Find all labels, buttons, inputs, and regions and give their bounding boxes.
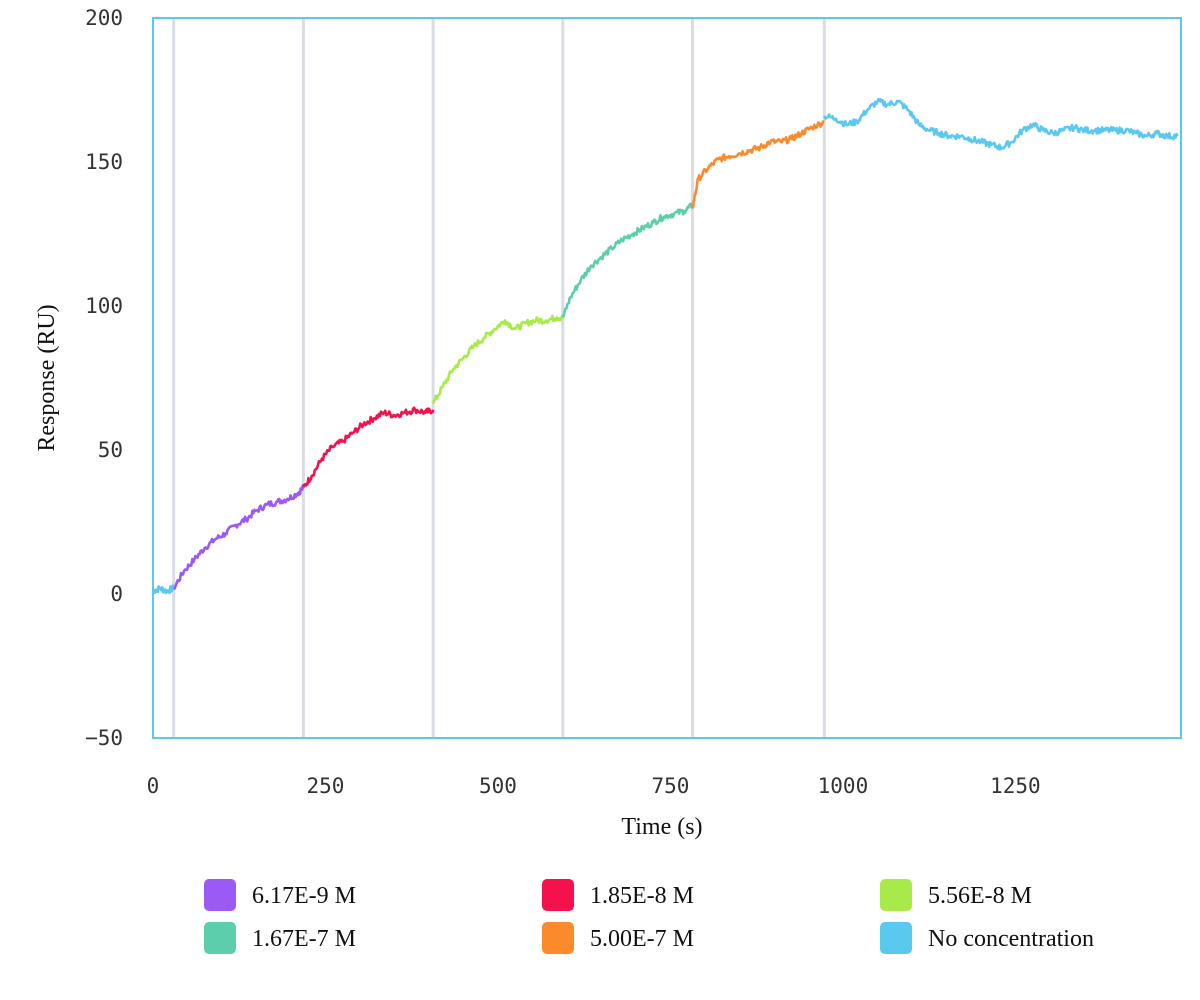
x-tick-label: 1250 bbox=[990, 774, 1041, 798]
legend-swatch bbox=[204, 922, 236, 954]
x-tick-label: 750 bbox=[651, 774, 689, 798]
legend-swatch bbox=[880, 922, 912, 954]
legend-label: 5.00E-7 M bbox=[590, 926, 694, 952]
legend-item: No concentration bbox=[880, 922, 1094, 954]
legend-item: 5.00E-7 M bbox=[542, 922, 694, 954]
y-tick-label: 100 bbox=[85, 294, 123, 318]
series-line-6 bbox=[823, 97, 1179, 151]
legend-label: 6.17E-9 M bbox=[252, 883, 356, 909]
legend-label: No concentration bbox=[928, 926, 1094, 952]
legend-item: 6.17E-9 M bbox=[204, 879, 356, 911]
x-axis-ticks: 0 250 500 750 1000 1250 bbox=[147, 774, 1041, 798]
y-tick-label: −50 bbox=[85, 726, 123, 750]
y-tick-label: 200 bbox=[85, 6, 123, 30]
y-axis-title: Response (RU) bbox=[34, 304, 60, 451]
series-line-1 bbox=[173, 483, 305, 590]
series-line-2 bbox=[302, 406, 435, 488]
legend-label: 5.56E-8 M bbox=[928, 883, 1032, 909]
legend-label: 1.67E-7 M bbox=[252, 926, 356, 952]
plot-frame bbox=[152, 17, 1182, 739]
y-tick-label: 0 bbox=[110, 582, 123, 606]
series-line-4 bbox=[561, 202, 694, 319]
x-tick-label: 500 bbox=[479, 774, 517, 798]
legend-label: 1.85E-8 M bbox=[590, 883, 694, 909]
legend-swatch bbox=[542, 879, 574, 911]
legend: 6.17E-9 M 1.85E-8 M 5.56E-8 M 1.67E-7 M 5.00… bbox=[204, 879, 1094, 954]
x-tick-label: 0 bbox=[147, 774, 160, 798]
legend-item: 1.85E-8 M bbox=[542, 879, 694, 911]
series-line-5 bbox=[691, 120, 825, 209]
x-tick-label: 1000 bbox=[818, 774, 869, 798]
x-axis-title: Time (s) bbox=[621, 814, 702, 840]
y-axis-ticks: −50 0 50 100 150 200 bbox=[85, 6, 123, 750]
x-tick-label: 250 bbox=[307, 774, 345, 798]
legend-swatch bbox=[880, 879, 912, 911]
legend-item: 1.67E-7 M bbox=[204, 922, 356, 954]
legend-swatch bbox=[542, 922, 574, 954]
legend-item: 5.56E-8 M bbox=[880, 879, 1032, 911]
y-tick-label: 50 bbox=[98, 438, 123, 462]
series-line-3 bbox=[431, 314, 565, 405]
injection-markers bbox=[172, 18, 826, 738]
series-layer bbox=[152, 97, 1179, 595]
y-tick-label: 150 bbox=[85, 150, 123, 174]
series-line-0 bbox=[152, 584, 175, 595]
legend-swatch bbox=[204, 879, 236, 911]
